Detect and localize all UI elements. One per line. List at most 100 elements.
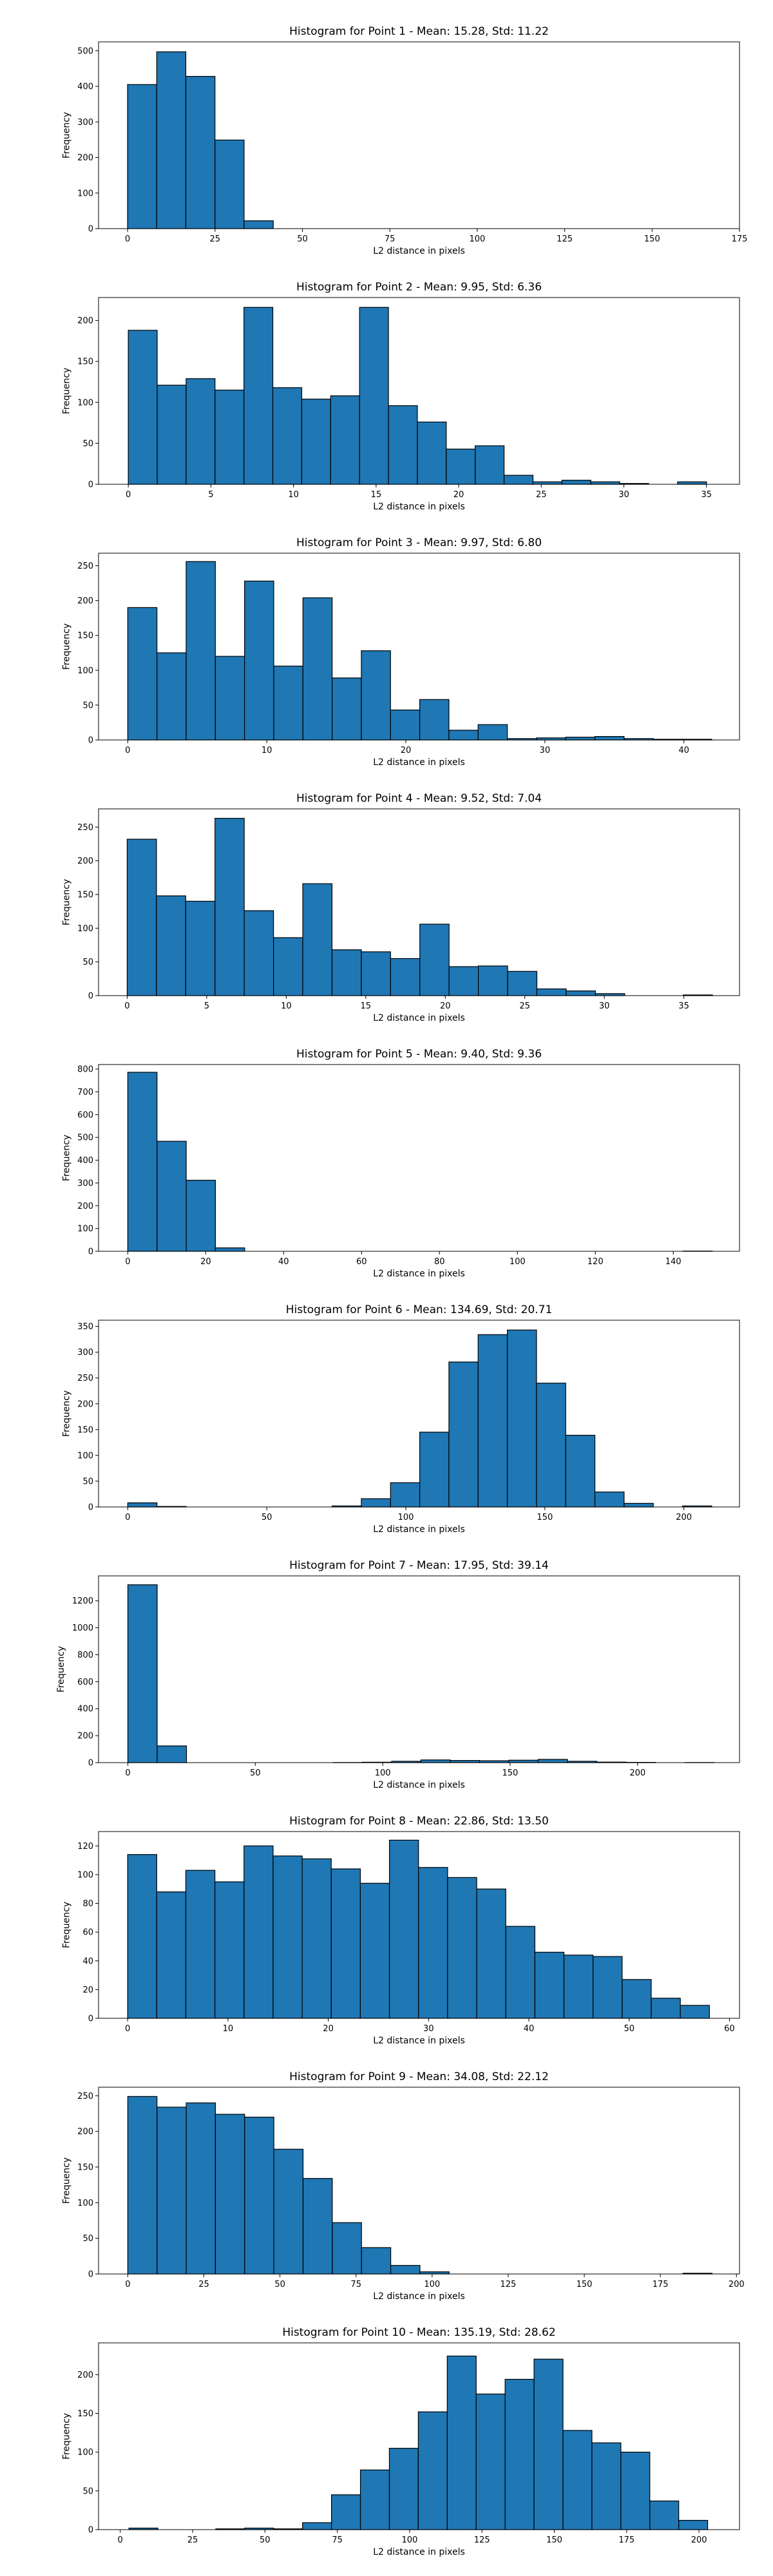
histogram-bar: [330, 395, 360, 485]
histogram-bar: [594, 1492, 625, 1508]
y-tick-label: 150: [77, 2163, 93, 2172]
y-tick-label: 400: [77, 1156, 93, 1166]
chart-title: Histogram for Point 1 - Mean: 15.28, Std…: [289, 25, 549, 38]
x-tick-label: 175: [618, 2535, 635, 2545]
y-tick-label: 0: [88, 992, 93, 1001]
histogram-bar: [156, 51, 187, 229]
x-tick-label: 15: [361, 1001, 372, 1011]
histogram-bar: [388, 405, 418, 485]
histogram-bar: [677, 481, 707, 485]
y-tick-label: 0: [88, 1759, 93, 1768]
histogram-bar: [157, 1745, 187, 1763]
y-tick-label: 0: [88, 1247, 93, 1257]
x-tick-label: 0: [125, 746, 130, 755]
histogram-bar: [157, 2107, 187, 2275]
y-axis-label: Frequency: [62, 368, 72, 414]
y-tick-label: 0: [88, 1503, 93, 1513]
chart-title: Histogram for Point 6 - Mean: 134.69, St…: [286, 1303, 553, 1316]
x-axis-label: L2 distance in pixels: [373, 1524, 465, 1535]
y-tick-label: 50: [82, 2486, 93, 2496]
x-tick-label: 0: [125, 2280, 130, 2289]
y-axis-label: Frequency: [62, 2413, 72, 2459]
x-tick-label: 140: [665, 1257, 682, 1267]
x-tick-label: 20: [401, 746, 412, 755]
histogram-bar: [243, 1845, 274, 2019]
histogram-bar: [448, 966, 479, 996]
x-tick-label: 0: [118, 2535, 123, 2545]
histogram-bar: [331, 2494, 361, 2530]
histogram-bar: [185, 75, 216, 229]
histogram-bar: [127, 1584, 158, 1763]
y-tick-label: 250: [77, 2092, 93, 2101]
y-tick-label: 800: [77, 1651, 93, 1660]
histogram-bar: [477, 724, 508, 741]
histogram-bar: [563, 1955, 594, 2019]
y-tick-label: 50: [82, 439, 93, 449]
y-tick-label: 150: [77, 890, 93, 900]
x-tick-label: 40: [524, 2024, 535, 2034]
histogram-bar: [534, 1951, 565, 2019]
histogram-bar: [359, 2469, 390, 2530]
x-tick-label: 50: [260, 2535, 271, 2545]
histogram-bar: [419, 699, 450, 741]
y-axis-label: Frequency: [62, 1390, 72, 1437]
x-tick-label: 100: [398, 1513, 414, 1522]
histogram-bar: [244, 580, 274, 741]
y-tick-label: 400: [77, 1705, 93, 1714]
y-tick-label: 200: [77, 153, 93, 163]
x-tick-label: 120: [587, 1257, 604, 1267]
x-tick-label: 125: [501, 2280, 517, 2289]
plot-frame: [98, 41, 740, 229]
x-tick-label: 200: [729, 2280, 745, 2289]
x-axis-label: L2 distance in pixels: [373, 1780, 465, 1790]
histogram-bar: [273, 665, 303, 741]
histogram-bar: [127, 1502, 158, 1508]
x-tick-label: 150: [537, 1513, 553, 1522]
plot-frame: [98, 2087, 740, 2275]
histogram-bar: [649, 2500, 680, 2530]
x-tick-label: 50: [624, 2024, 635, 2034]
histogram-bar: [215, 390, 245, 485]
chart-title: Histogram for Point 3 - Mean: 9.97, Std:…: [296, 536, 542, 549]
chart-8: Histogram for Point 8 - Mean: 22.86, Std…: [62, 1815, 740, 2046]
histogram-bar: [507, 971, 538, 996]
histogram-bar: [417, 2411, 448, 2530]
y-tick-label: 50: [82, 958, 93, 967]
x-tick-label: 20: [453, 490, 464, 500]
x-tick-label: 10: [223, 2024, 234, 2034]
plot-frame: [98, 1320, 740, 1508]
histogram-bar: [127, 607, 158, 741]
histogram-bar: [477, 1334, 508, 1508]
plot-frame: [98, 553, 740, 741]
y-axis-label: Frequency: [62, 1135, 72, 1181]
y-tick-label: 200: [77, 316, 93, 326]
histogram-bar: [561, 480, 591, 485]
histogram-bar: [215, 1247, 245, 1252]
x-tick-label: 25: [519, 1001, 530, 1011]
y-tick-label: 100: [77, 2448, 93, 2458]
y-axis-label: Frequency: [62, 112, 72, 158]
histogram-bar: [273, 2148, 304, 2275]
x-tick-label: 60: [724, 2024, 735, 2034]
histogram-bar: [388, 2448, 419, 2530]
y-tick-label: 250: [77, 1374, 93, 1383]
y-axis-label: Frequency: [62, 623, 72, 670]
histogram-bar: [330, 1868, 361, 2019]
histogram-bar: [302, 597, 333, 741]
x-tick-label: 125: [557, 234, 573, 244]
histogram-bar: [390, 1482, 421, 1508]
x-tick-label: 0: [125, 234, 130, 244]
x-tick-label: 50: [274, 2280, 285, 2289]
x-tick-label: 150: [502, 1768, 519, 1778]
y-tick-label: 1200: [72, 1596, 93, 1606]
y-tick-label: 0: [88, 2526, 93, 2535]
x-tick-label: 125: [474, 2535, 490, 2545]
y-tick-label: 50: [82, 1477, 93, 1486]
histogram-bar: [505, 1926, 535, 2019]
x-tick-label: 25: [536, 490, 547, 500]
y-tick-label: 200: [77, 596, 93, 606]
histogram-bar: [215, 818, 245, 996]
histogram-bar: [272, 937, 303, 996]
chart-title: Histogram for Point 7 - Mean: 17.95, Std…: [289, 1559, 549, 1572]
